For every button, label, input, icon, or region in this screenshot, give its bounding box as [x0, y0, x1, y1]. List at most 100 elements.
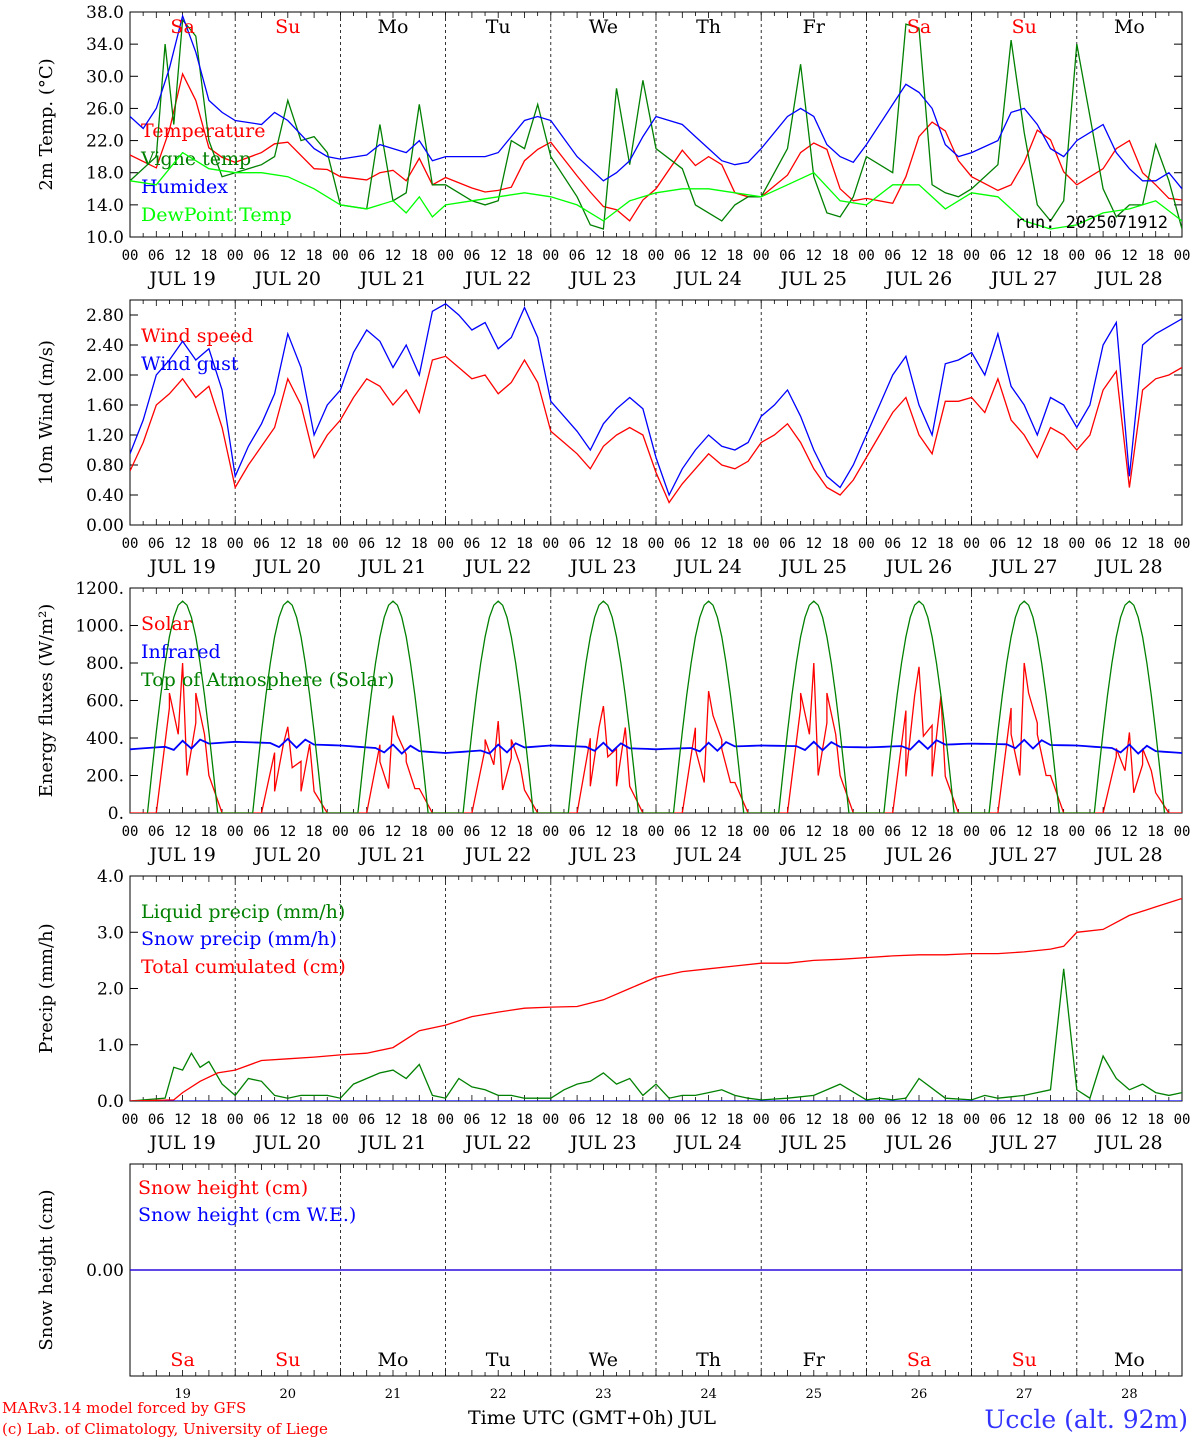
date-label: JUL 25 [779, 268, 847, 290]
hour-tick-label: 12 [279, 536, 296, 552]
hour-tick-label: 12 [279, 824, 296, 840]
hour-tick-label: 06 [779, 248, 796, 264]
hour-tick-label: 18 [200, 536, 217, 552]
hour-tick-label: 06 [358, 1112, 375, 1128]
hour-tick-label: 12 [279, 248, 296, 264]
hour-tick-label: 06 [463, 824, 480, 840]
y-tick-label: 22.0 [86, 132, 124, 152]
weekday-label-top: Th [696, 16, 721, 38]
hour-tick-label: 00 [753, 248, 770, 264]
hour-tick-label: 06 [148, 1112, 165, 1128]
hour-tick-label: 00 [227, 248, 244, 264]
hour-tick-label: 18 [1042, 824, 1059, 840]
weekday-label-top: Tu [486, 16, 511, 38]
legend-entry: Solar [141, 613, 193, 635]
hour-tick-label: 12 [1121, 1112, 1138, 1128]
hour-tick-label: 12 [805, 248, 822, 264]
hour-tick-label: 00 [332, 1112, 349, 1128]
hour-tick-label: 12 [911, 536, 928, 552]
hour-tick-label: 06 [779, 1112, 796, 1128]
hour-tick-label: 18 [621, 248, 638, 264]
hour-tick-label: 06 [1095, 248, 1112, 264]
hour-tick-label: 18 [306, 536, 323, 552]
hour-tick-label: 12 [385, 536, 402, 552]
weekday-label-top: Su [275, 16, 300, 38]
hour-tick-label: 06 [358, 248, 375, 264]
date-label: JUL 23 [568, 556, 636, 578]
date-label: JUL 25 [779, 1132, 847, 1154]
date-label: JUL 28 [1094, 556, 1162, 578]
hour-tick-label: 00 [437, 824, 454, 840]
hour-tick-label: 06 [463, 248, 480, 264]
hour-tick-label: 18 [306, 248, 323, 264]
hour-tick-label: 06 [884, 536, 901, 552]
legend-entry: Liquid precip (mm/h) [141, 901, 345, 923]
hour-tick-label: 06 [358, 536, 375, 552]
legend-entry: Snow precip (mm/h) [141, 928, 337, 950]
hour-tick-label: 12 [700, 1112, 717, 1128]
hour-tick-label: 00 [753, 536, 770, 552]
hour-tick-label: 18 [832, 1112, 849, 1128]
hour-tick-label: 18 [200, 1112, 217, 1128]
series-line [130, 18, 1182, 230]
hour-tick-label: 06 [569, 824, 586, 840]
hour-tick-label: 00 [648, 824, 665, 840]
hour-tick-label: 06 [989, 536, 1006, 552]
hour-tick-label: 12 [385, 824, 402, 840]
hour-tick-label: 06 [884, 824, 901, 840]
x-axis-title: Time UTC (GMT+0h) JUL [468, 1407, 716, 1429]
hour-tick-label: 12 [700, 824, 717, 840]
hour-tick-label: 06 [569, 536, 586, 552]
date-label: JUL 27 [989, 844, 1057, 866]
hour-tick-label: 06 [779, 824, 796, 840]
hour-tick-label: 12 [595, 1112, 612, 1128]
hour-tick-label: 06 [674, 536, 691, 552]
hour-tick-label: 00 [227, 536, 244, 552]
hour-tick-label: 18 [411, 248, 428, 264]
series-line [130, 13, 1182, 190]
hour-tick-label: 12 [911, 824, 928, 840]
hour-tick-label: 12 [595, 824, 612, 840]
hour-tick-label: 00 [542, 824, 559, 840]
hour-tick-label: 06 [253, 1112, 270, 1128]
hour-tick-label: 18 [832, 824, 849, 840]
weekday-label-top: Sa [907, 16, 931, 38]
hour-tick-label: 06 [148, 248, 165, 264]
hour-tick-label: 00 [332, 824, 349, 840]
y-tick-label: 800. [86, 654, 124, 674]
legend-entry: DewPoint Temp [141, 204, 292, 226]
hour-tick-label: 00 [542, 248, 559, 264]
day-number-label: 27 [1016, 1387, 1033, 1402]
hour-tick-label: 12 [490, 536, 507, 552]
hour-tick-label: 00 [227, 1112, 244, 1128]
hour-tick-label: 12 [1121, 248, 1138, 264]
hour-tick-label: 06 [253, 536, 270, 552]
date-label: JUL 23 [568, 844, 636, 866]
hour-tick-label: 18 [726, 248, 743, 264]
hour-tick-label: 12 [174, 824, 191, 840]
date-label: JUL 26 [884, 268, 952, 290]
legend-entry: Wind speed [141, 325, 253, 347]
weekday-label-top: We [589, 16, 618, 38]
hour-tick-label: 12 [490, 1112, 507, 1128]
date-label: JUL 26 [884, 556, 952, 578]
date-label: JUL 26 [884, 1132, 952, 1154]
hour-tick-label: 18 [621, 536, 638, 552]
legend-entry: Top of Atmosphere (Solar) [141, 669, 394, 691]
hour-tick-label: 00 [1174, 1112, 1191, 1128]
series-line [130, 662, 1182, 813]
hour-tick-label: 00 [332, 536, 349, 552]
day-number-label: 23 [595, 1387, 612, 1402]
hour-tick-label: 18 [937, 824, 954, 840]
series-line [130, 968, 1182, 1101]
y-tick-label: 26.0 [86, 99, 124, 119]
y-tick-label: 1.60 [86, 396, 124, 416]
hour-tick-label: 00 [437, 248, 454, 264]
hour-tick-label: 00 [963, 824, 980, 840]
hour-tick-label: 18 [1042, 1112, 1059, 1128]
weekday-label-bottom: Sa [170, 1349, 194, 1371]
hour-tick-label: 18 [411, 536, 428, 552]
hour-tick-label: 00 [753, 1112, 770, 1128]
series-line [130, 897, 1182, 1101]
hour-tick-label: 18 [200, 824, 217, 840]
